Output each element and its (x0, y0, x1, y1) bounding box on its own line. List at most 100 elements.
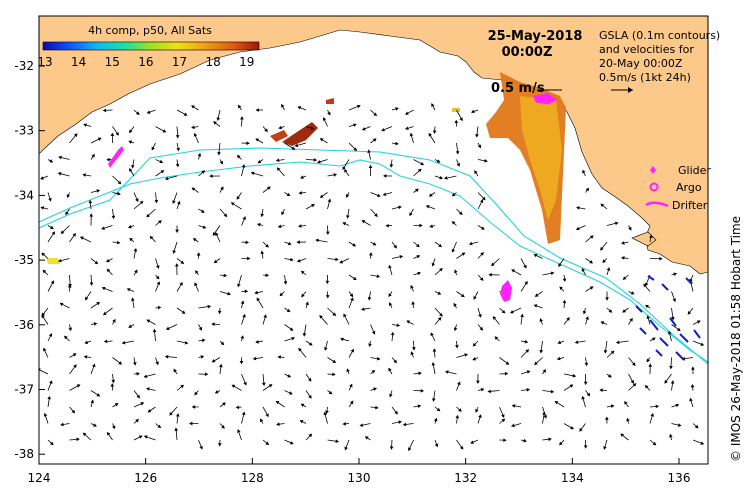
velocity-arrowhead (346, 193, 350, 198)
velocity-arrowhead (696, 320, 701, 324)
velocity-arrowhead (607, 374, 612, 378)
velocity-arrowhead (217, 151, 221, 156)
velocity-arrowhead (501, 414, 505, 418)
velocity-arrowhead (283, 281, 288, 285)
velocity-arrowhead (533, 304, 538, 308)
velocity-arrowhead (131, 164, 135, 169)
velocity-arrowhead (437, 291, 442, 295)
velocity-arrowhead (240, 116, 244, 120)
lon-tick-label: 132 (454, 471, 477, 485)
velocity-arrowhead (327, 111, 331, 116)
velocity-arrowhead (191, 405, 196, 409)
velocity-arrowhead (453, 302, 457, 307)
velocity-arrowhead (49, 441, 54, 446)
legend-glider: Glider (678, 164, 711, 177)
velocity-arrowhead (325, 410, 329, 415)
velocity-arrowhead (667, 330, 672, 335)
lon-tick-label: 130 (348, 471, 371, 485)
velocity-arrowhead (589, 235, 594, 239)
velocity-arrowhead (300, 403, 305, 407)
velocity-arrowhead (559, 286, 563, 291)
velocity-arrowhead (524, 280, 528, 285)
velocity-arrowhead (175, 135, 180, 139)
velocity-arrowhead (687, 311, 692, 315)
velocity-arrowhead (548, 437, 552, 442)
velocity-arrowhead (305, 301, 309, 306)
velocity-arrowhead (344, 168, 348, 173)
velocity-arrowhead (569, 384, 574, 388)
velocity-arrowhead (464, 353, 468, 357)
velocity-arrowhead (346, 368, 350, 373)
velocity-arrowhead (59, 302, 64, 307)
velocity-arrowhead (133, 362, 137, 366)
velocity-arrowhead (388, 367, 392, 372)
velocity-arrowhead (257, 159, 262, 164)
lat-tick-label: -34 (14, 188, 34, 202)
velocity-arrowhead (454, 119, 459, 124)
velocity-arrowhead (162, 129, 167, 133)
velocity-arrowhead (126, 288, 131, 292)
velocity-arrowhead (428, 132, 432, 137)
velocity-arrowhead (583, 381, 588, 386)
velocity-arrowhead (455, 345, 459, 349)
velocity-arrowhead (371, 369, 376, 374)
velocity-arrowhead (260, 213, 264, 218)
velocity-arrowhead (405, 126, 409, 130)
velocity-arrowhead (76, 384, 81, 388)
velocity-arrowhead (240, 335, 244, 339)
velocity-arrowhead (523, 438, 527, 443)
velocity-arrowhead (173, 368, 177, 373)
latitude-axis: -32 -33 -34 -35 -36 -37 -38 (14, 59, 45, 461)
velocity-arrowhead (439, 267, 443, 272)
gsla-note: GSLA (0.1m contours) and velocities for … (599, 29, 720, 93)
velocity-arrowhead (265, 441, 270, 446)
velocity-arrowhead (458, 408, 462, 412)
credit-text: © IMOS 26-May-2018 01:58 Hobart Time (729, 216, 743, 462)
velocity-arrowhead (93, 423, 97, 427)
velocity-arrowhead (335, 257, 339, 262)
velocity-arrowhead (389, 393, 393, 398)
velocity-arrowhead (239, 361, 244, 365)
velocity-arrowhead (342, 422, 346, 426)
velocity-arrowhead (231, 384, 236, 389)
velocity-arrowhead (308, 342, 313, 346)
velocity-arrowhead (227, 291, 231, 296)
velocity-arrowhead (307, 377, 312, 382)
velocity-arrowhead (453, 327, 458, 332)
velocity-arrowhead (57, 258, 62, 263)
velocity-arrowhead (268, 384, 273, 388)
velocity-arrowhead (524, 339, 529, 344)
velocity-arrowhead (425, 205, 430, 209)
velocity-arrowhead (610, 350, 615, 355)
velocity-arrowhead (255, 108, 259, 112)
velocity-arrowhead (339, 260, 344, 264)
velocity-arrowhead (135, 111, 140, 116)
velocity-arrowhead (298, 347, 302, 352)
velocity-arrowhead (388, 264, 392, 269)
velocity-arrowhead (332, 372, 336, 377)
velocity-arrowhead (474, 170, 478, 174)
scale-label: 0.5 m/s (491, 81, 545, 96)
argo-cluster (533, 93, 557, 105)
velocity-arrowhead (64, 335, 68, 340)
velocity-arrowhead (300, 270, 305, 275)
velocity-arrowhead (313, 158, 318, 162)
velocity-arrowhead (275, 400, 280, 405)
velocity-arrowhead (276, 167, 281, 171)
velocity-arrowhead (582, 169, 586, 174)
velocity-arrowhead (332, 312, 337, 317)
velocity-arrowhead (543, 415, 547, 419)
velocity-arrowhead (277, 224, 282, 229)
velocity-arrowhead (112, 318, 116, 323)
gsla-note-line-4: 0.5m/s (1kt 24h) (599, 71, 691, 84)
velocity-arrowhead (319, 194, 324, 198)
velocity-arrowhead (670, 316, 675, 321)
lat-tick-label: -38 (14, 447, 34, 461)
velocity-arrowhead (298, 191, 302, 195)
velocity-arrowhead (79, 236, 84, 240)
velocity-arrowhead (395, 107, 399, 111)
velocity-arrowhead (260, 250, 265, 255)
velocity-arrowhead (461, 252, 466, 256)
velocity-arrowhead (504, 371, 509, 376)
velocity-arrowhead (256, 223, 261, 227)
